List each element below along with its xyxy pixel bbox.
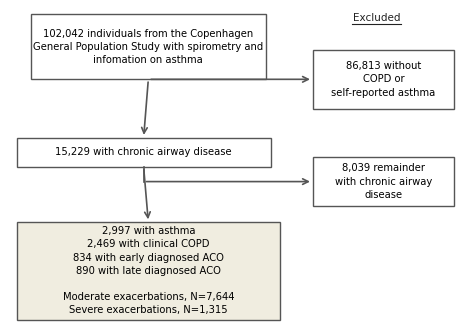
FancyBboxPatch shape xyxy=(31,14,266,79)
FancyBboxPatch shape xyxy=(313,157,454,206)
Text: 102,042 individuals from the Copenhagen
General Population Study with spirometry: 102,042 individuals from the Copenhagen … xyxy=(33,29,264,65)
Text: 15,229 with chronic airway disease: 15,229 with chronic airway disease xyxy=(55,147,232,157)
Text: 86,813 without
COPD or
self-reported asthma: 86,813 without COPD or self-reported ast… xyxy=(331,61,436,97)
Text: 2,997 with asthma
2,469 with clinical COPD
834 with early diagnosed ACO
890 with: 2,997 with asthma 2,469 with clinical CO… xyxy=(63,226,234,316)
FancyBboxPatch shape xyxy=(17,138,271,167)
Text: 8,039 remainder
with chronic airway
disease: 8,039 remainder with chronic airway dise… xyxy=(335,164,432,200)
FancyBboxPatch shape xyxy=(17,222,280,319)
Text: Excluded: Excluded xyxy=(353,13,400,23)
FancyBboxPatch shape xyxy=(313,50,454,109)
